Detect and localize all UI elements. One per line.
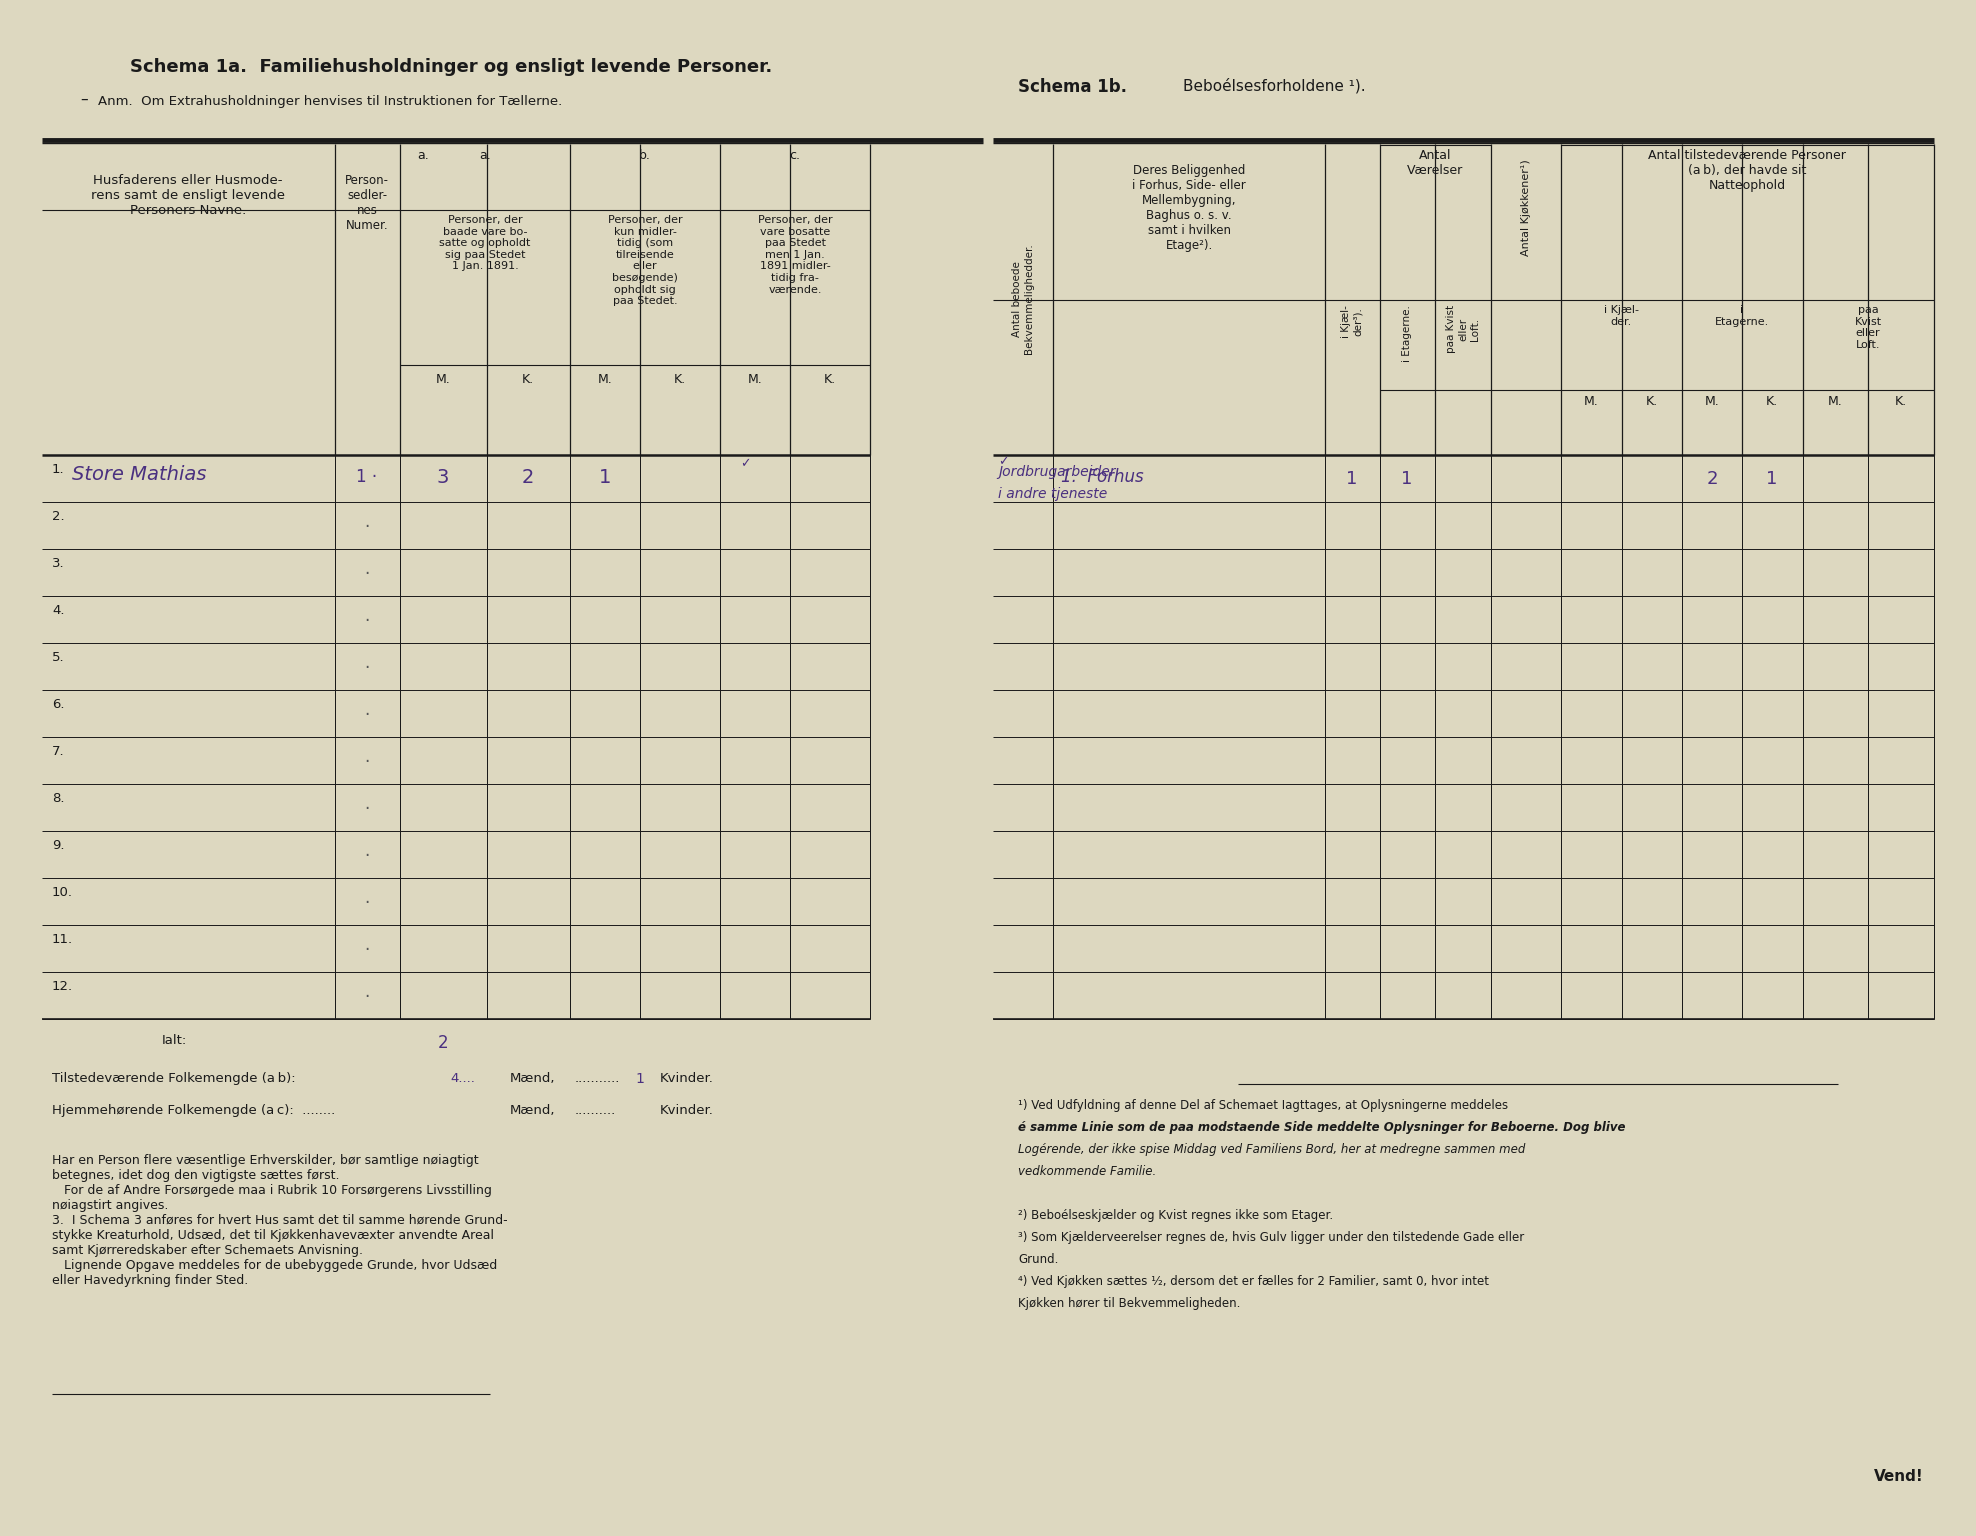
Text: Hjemmehørende Folkemengde (a c):  ........: Hjemmehørende Folkemengde (a c): .......… <box>51 1104 336 1117</box>
Text: Antal Kjøkkener¹): Antal Kjøkkener¹) <box>1522 160 1531 257</box>
Text: Mænd,: Mænd, <box>510 1072 555 1084</box>
Text: Tilstedeværende Folkemengde (a b):: Tilstedeværende Folkemengde (a b): <box>51 1072 300 1084</box>
Text: K.: K. <box>824 373 836 386</box>
Text: Grund.: Grund. <box>1018 1253 1059 1266</box>
Text: M.: M. <box>1705 395 1719 409</box>
Text: i Kjæl-
der.: i Kjæl- der. <box>1603 306 1638 327</box>
Text: 1.: 1. <box>51 462 65 476</box>
Text: K.: K. <box>674 373 686 386</box>
Text: K.: K. <box>522 373 534 386</box>
Text: 1: 1 <box>1401 470 1413 488</box>
Text: i andre tjeneste: i andre tjeneste <box>998 487 1107 501</box>
Text: vedkommende Familie.: vedkommende Familie. <box>1018 1164 1156 1178</box>
Text: ·: · <box>364 659 370 677</box>
Text: i Kjæl-
der³).: i Kjæl- der³). <box>1342 306 1363 338</box>
Text: c.: c. <box>790 149 800 161</box>
Text: ¹) Ved Udfyldning af denne Del af Schemaet Iagttages, at Oplysningerne meddeles: ¹) Ved Udfyldning af denne Del af Schema… <box>1018 1098 1508 1112</box>
Text: Husfaderens eller Husmode-
rens samt de ensligt levende
Personers Navne.: Husfaderens eller Husmode- rens samt de … <box>91 174 285 217</box>
Text: paa
Kvist
eller
Loft.: paa Kvist eller Loft. <box>1853 306 1881 350</box>
Text: ...........: ........... <box>575 1072 620 1084</box>
Text: ·: · <box>364 518 370 536</box>
Text: Ialt:: Ialt: <box>162 1034 188 1048</box>
Text: K.: K. <box>1646 395 1658 409</box>
Text: K.: K. <box>1895 395 1907 409</box>
Text: ·: · <box>364 894 370 912</box>
Text: K.: K. <box>1767 395 1778 409</box>
Text: é samme Linie som de paa modstaende Side meddelte Oplysninger for Beboerne. Dog : é samme Linie som de paa modstaende Side… <box>1018 1121 1626 1134</box>
Text: 1: 1 <box>599 468 611 487</box>
Text: Vend!: Vend! <box>1875 1468 1925 1484</box>
Text: Personer, der
vare bosatte
paa Stedet
men 1 Jan.
1891 midler-
tidig fra-
værende: Personer, der vare bosatte paa Stedet me… <box>757 215 832 295</box>
Text: ·: · <box>364 942 370 958</box>
Text: 9.: 9. <box>51 839 65 852</box>
Text: 8.: 8. <box>51 793 65 805</box>
Text: Mænd,: Mænd, <box>510 1104 555 1117</box>
Text: Kjøkken hører til Bekvemmeligheden.: Kjøkken hører til Bekvemmeligheden. <box>1018 1296 1241 1310</box>
Text: 1 ·: 1 · <box>356 468 377 485</box>
Text: 2.: 2. <box>51 510 65 522</box>
Text: 2: 2 <box>439 1034 449 1052</box>
Text: 1: 1 <box>1767 470 1778 488</box>
Text: a.: a. <box>417 149 429 161</box>
Text: 4....: 4.... <box>451 1072 474 1084</box>
Text: ·: · <box>364 846 370 865</box>
Text: Logérende, der ikke spise Middag ved Familiens Bord, her at medregne sammen med: Logérende, der ikke spise Middag ved Fam… <box>1018 1143 1525 1157</box>
Text: Jordbrugarbeider: Jordbrugarbeider <box>998 465 1116 479</box>
Text: Antal beboede
Bekvemmelighedder.: Antal beboede Bekvemmelighedder. <box>1012 244 1033 355</box>
Text: ·: · <box>364 565 370 584</box>
Text: ✓: ✓ <box>739 458 751 470</box>
Text: 6.: 6. <box>51 697 65 711</box>
Text: Anm.  Om Extrahusholdninger henvises til Instruktionen for Tællerne.: Anm. Om Extrahusholdninger henvises til … <box>99 95 563 108</box>
Text: 11.: 11. <box>51 932 73 946</box>
Text: 5.: 5. <box>51 651 65 664</box>
Text: ²) Beboélseskjælder og Kvist regnes ikke som Etager.: ²) Beboélseskjælder og Kvist regnes ikke… <box>1018 1209 1334 1223</box>
Text: 2: 2 <box>522 468 534 487</box>
Text: –: – <box>79 92 87 108</box>
Text: ·: · <box>364 707 370 723</box>
Text: Beboélsesforholdene ¹).: Beboélsesforholdene ¹). <box>1184 78 1365 94</box>
Text: Store Mathias: Store Mathias <box>71 465 207 484</box>
Text: Person-
sedler-
nes
Numer.: Person- sedler- nes Numer. <box>346 174 389 232</box>
Text: ³) Som Kjælderveerelser regnes de, hvis Gulv ligger under den tilstedende Gade e: ³) Som Kjælderveerelser regnes de, hvis … <box>1018 1230 1523 1244</box>
Text: Antal tilstedeværende Personer
(a b), der havde sit
Natteophold: Antal tilstedeværende Personer (a b), de… <box>1648 149 1846 192</box>
Text: M.: M. <box>597 373 613 386</box>
Text: b.: b. <box>638 149 650 161</box>
Text: 1.  Forhus: 1. Forhus <box>1061 468 1144 485</box>
Text: a.: a. <box>478 149 490 161</box>
Text: ·: · <box>364 753 370 771</box>
Text: ✓: ✓ <box>998 455 1008 468</box>
Text: M.: M. <box>747 373 763 386</box>
Text: ⁴) Ved Kjøkken sættes ¹⁄₂, dersom det er fælles for 2 Familier, samt 0, hvor int: ⁴) Ved Kjøkken sættes ¹⁄₂, dersom det er… <box>1018 1275 1490 1289</box>
Text: i Etagerne.: i Etagerne. <box>1403 306 1413 362</box>
Text: 12.: 12. <box>51 980 73 992</box>
Text: 2: 2 <box>1705 470 1717 488</box>
Text: 1: 1 <box>634 1072 644 1086</box>
Text: 3.: 3. <box>51 558 65 570</box>
Text: 7.: 7. <box>51 745 65 757</box>
Text: M.: M. <box>1828 395 1842 409</box>
Text: Schema 1a.  Familiehusholdninger og ensligt levende Personer.: Schema 1a. Familiehusholdninger og ensli… <box>130 58 773 75</box>
Text: ·: · <box>364 800 370 819</box>
Text: 10.: 10. <box>51 886 73 899</box>
Text: M.: M. <box>1583 395 1599 409</box>
Text: Schema 1b.: Schema 1b. <box>1018 78 1126 95</box>
Text: ..........: .......... <box>575 1104 617 1117</box>
Text: Personer, der
kun midler-
tidig (som
tilreisende
eller
besøgende)
opholdt sig
pa: Personer, der kun midler- tidig (som til… <box>609 215 682 306</box>
Text: Kvinder.: Kvinder. <box>660 1072 713 1084</box>
Text: Kvinder.: Kvinder. <box>660 1104 713 1117</box>
Text: Deres Beliggenhed
i Forhus, Side- eller
Mellembygning,
Baghus o. s. v.
samt i hv: Deres Beliggenhed i Forhus, Side- eller … <box>1132 164 1247 252</box>
Text: M.: M. <box>435 373 451 386</box>
Text: Har en Person flere væsentlige Erhverskilder, bør samtlige nøiagtigt
betegnes, i: Har en Person flere væsentlige Erhverski… <box>51 1154 508 1287</box>
Text: Personer, der
baade vare bo-
satte og opholdt
sig paa Stedet
1 Jan. 1891.: Personer, der baade vare bo- satte og op… <box>439 215 532 272</box>
Text: 1: 1 <box>1346 470 1358 488</box>
Text: i
Etagerne.: i Etagerne. <box>1715 306 1769 327</box>
Text: paa Kvist
eller
Loft.: paa Kvist eller Loft. <box>1446 306 1480 353</box>
Text: Antal
Værelser: Antal Værelser <box>1407 149 1462 177</box>
Text: ·: · <box>364 988 370 1006</box>
Text: 4.: 4. <box>51 604 65 617</box>
Text: 3: 3 <box>437 468 449 487</box>
Text: ·: · <box>364 611 370 630</box>
